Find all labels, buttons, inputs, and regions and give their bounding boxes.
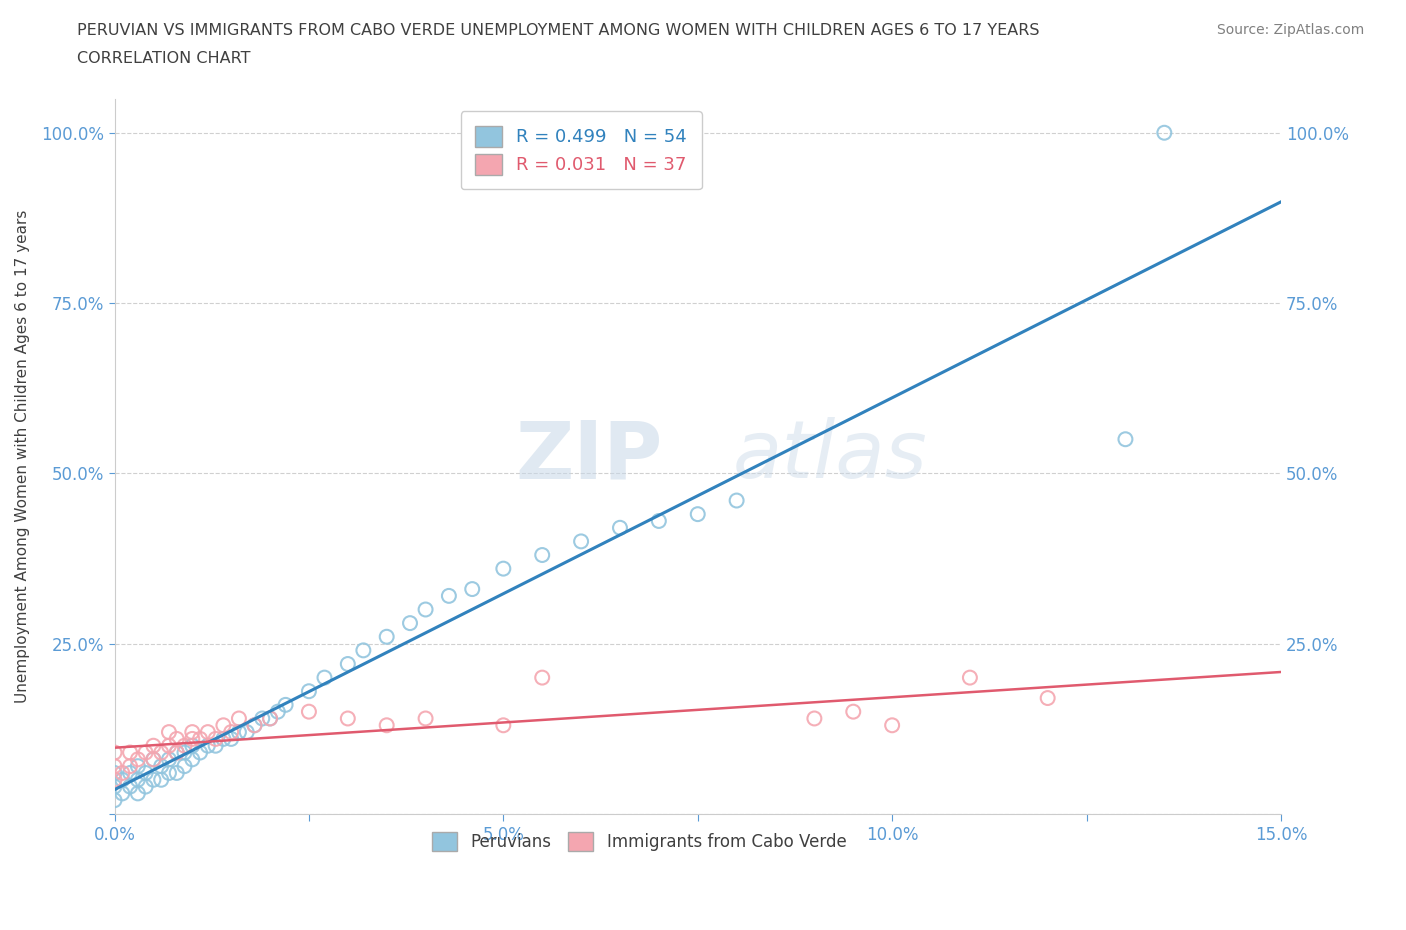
Point — [166, 745, 188, 760]
Point — [375, 630, 398, 644]
Point — [188, 745, 211, 760]
Text: ZIP: ZIP — [516, 418, 662, 496]
Point — [212, 732, 235, 747]
Point — [103, 779, 125, 794]
Point — [150, 772, 173, 787]
Point — [298, 704, 321, 719]
Point — [243, 718, 266, 733]
Point — [648, 513, 671, 528]
Point — [228, 711, 250, 726]
Point — [142, 738, 165, 753]
Point — [1036, 691, 1059, 706]
Point — [267, 704, 290, 719]
Point — [204, 732, 226, 747]
Point — [166, 745, 188, 760]
Point — [135, 765, 157, 780]
Point — [181, 732, 204, 747]
Point — [127, 772, 149, 787]
Point — [274, 698, 297, 712]
Point — [1114, 432, 1136, 446]
Point — [415, 602, 437, 617]
Point — [882, 718, 904, 733]
Point — [157, 724, 180, 739]
Point — [181, 738, 204, 753]
Point — [103, 792, 125, 807]
Point — [492, 561, 515, 576]
Point — [228, 724, 250, 739]
Point — [259, 711, 281, 726]
Point — [150, 745, 173, 760]
Point — [399, 616, 422, 631]
Point — [204, 738, 226, 753]
Point — [375, 718, 398, 733]
Point — [235, 724, 257, 739]
Point — [120, 765, 142, 780]
Y-axis label: Unemployment Among Women with Children Ages 6 to 17 years: Unemployment Among Women with Children A… — [15, 209, 30, 703]
Point — [103, 765, 125, 780]
Point — [569, 534, 592, 549]
Point — [437, 589, 460, 604]
Point — [352, 643, 374, 658]
Point — [803, 711, 825, 726]
Point — [959, 671, 981, 685]
Point — [173, 738, 195, 753]
Point — [298, 684, 321, 698]
Point — [842, 704, 865, 719]
Point — [111, 772, 134, 787]
Point — [531, 671, 554, 685]
Point — [142, 751, 165, 766]
Point — [336, 711, 359, 726]
Point — [142, 772, 165, 787]
Point — [127, 759, 149, 774]
Point — [103, 759, 125, 774]
Point — [219, 724, 242, 739]
Point — [212, 718, 235, 733]
Point — [120, 759, 142, 774]
Point — [127, 751, 149, 766]
Point — [197, 724, 219, 739]
Point — [173, 745, 195, 760]
Point — [314, 671, 336, 685]
Point — [188, 732, 211, 747]
Point — [135, 745, 157, 760]
Point — [157, 738, 180, 753]
Point — [259, 711, 281, 726]
Text: atlas: atlas — [733, 418, 928, 496]
Point — [103, 772, 125, 787]
Point — [686, 507, 709, 522]
Point — [111, 786, 134, 801]
Point — [157, 765, 180, 780]
Text: CORRELATION CHART: CORRELATION CHART — [77, 51, 250, 66]
Point — [135, 779, 157, 794]
Text: Source: ZipAtlas.com: Source: ZipAtlas.com — [1216, 23, 1364, 37]
Point — [461, 581, 484, 596]
Point — [531, 548, 554, 563]
Point — [111, 765, 134, 780]
Legend: Peruvians, Immigrants from Cabo Verde: Peruvians, Immigrants from Cabo Verde — [425, 823, 855, 859]
Point — [336, 657, 359, 671]
Point — [142, 751, 165, 766]
Point — [181, 751, 204, 766]
Point — [415, 711, 437, 726]
Point — [181, 724, 204, 739]
Point — [1153, 126, 1175, 140]
Point — [150, 759, 173, 774]
Point — [157, 751, 180, 766]
Point — [725, 493, 748, 508]
Point — [252, 711, 274, 726]
Point — [120, 779, 142, 794]
Point — [166, 765, 188, 780]
Point — [243, 718, 266, 733]
Point — [609, 521, 631, 536]
Point — [173, 759, 195, 774]
Point — [166, 732, 188, 747]
Point — [492, 718, 515, 733]
Point — [127, 786, 149, 801]
Point — [103, 745, 125, 760]
Text: PERUVIAN VS IMMIGRANTS FROM CABO VERDE UNEMPLOYMENT AMONG WOMEN WITH CHILDREN AG: PERUVIAN VS IMMIGRANTS FROM CABO VERDE U… — [77, 23, 1040, 38]
Point — [197, 738, 219, 753]
Point — [219, 732, 242, 747]
Point — [120, 745, 142, 760]
